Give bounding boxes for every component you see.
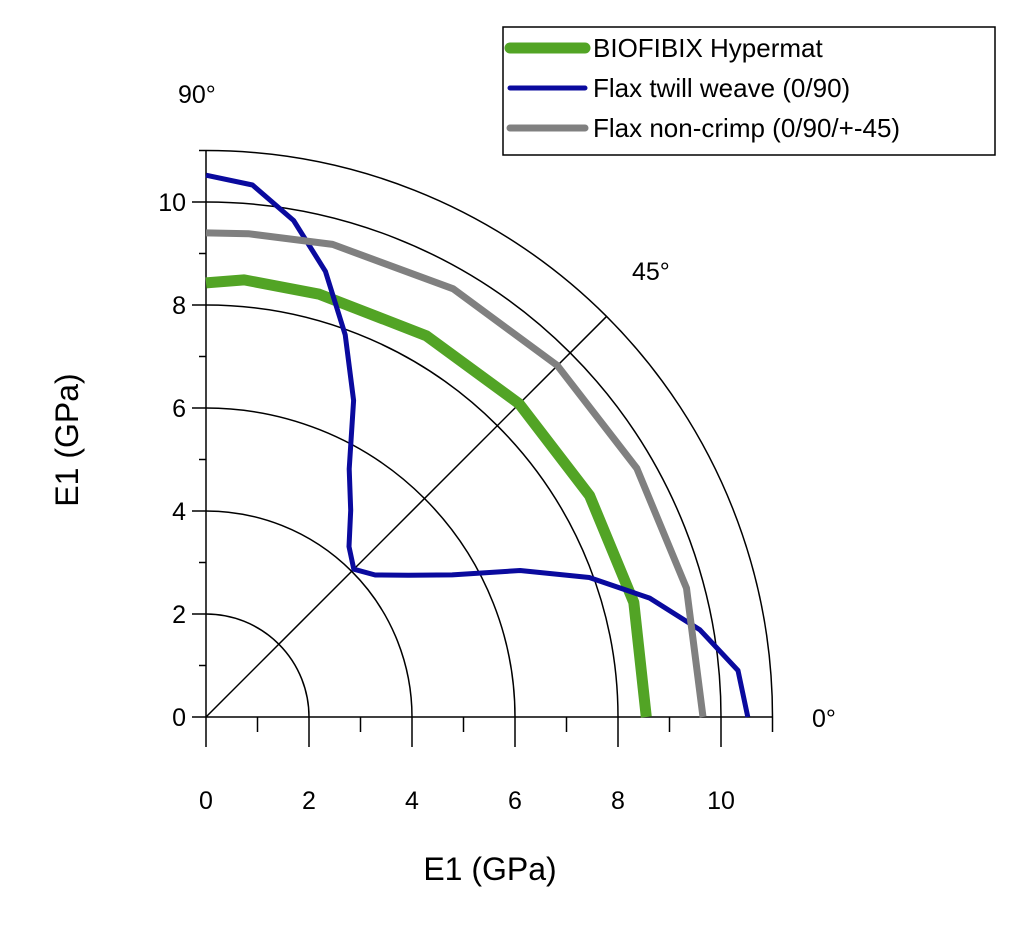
legend-label: Flax non-crimp (0/90/+-45) bbox=[593, 113, 900, 143]
diagonal-45-line bbox=[205, 315, 608, 718]
x-tick-label: 0 bbox=[199, 787, 213, 815]
series-line-1 bbox=[205, 172, 751, 718]
y-tick-label: 8 bbox=[172, 292, 186, 320]
legend-label: BIOFIBIX Hypermat bbox=[593, 33, 823, 63]
angle-label-45: 45° bbox=[632, 258, 670, 286]
y-tick-label: 0 bbox=[172, 704, 186, 732]
x-tick-label: 2 bbox=[302, 787, 316, 815]
series-lines bbox=[205, 172, 751, 718]
y-axis-label: E1 (GPa) bbox=[49, 373, 85, 506]
y-tick-label: 4 bbox=[172, 498, 186, 526]
legend-label: Flax twill weave (0/90) bbox=[593, 73, 850, 103]
x-axis-label: E1 (GPa) bbox=[423, 851, 556, 887]
series-line-0 bbox=[205, 274, 652, 718]
y-tick-label: 2 bbox=[172, 601, 186, 629]
x-tick-label: 10 bbox=[707, 787, 735, 815]
angle-label-90: 90° bbox=[178, 81, 216, 109]
y-tick-label: 10 bbox=[158, 189, 186, 217]
y-tick-label: 6 bbox=[172, 395, 186, 423]
angle-label-0: 0° bbox=[812, 705, 836, 733]
grid bbox=[205, 149, 774, 718]
legend: BIOFIBIX Hypermat Flax twill weave (0/90)… bbox=[502, 26, 996, 156]
x-tick-label: 8 bbox=[611, 787, 625, 815]
axes bbox=[192, 149, 774, 747]
x-tick-label: 6 bbox=[508, 787, 522, 815]
tick-labels: 0 0 2 2 4 4 6 6 8 8 10 10 bbox=[158, 189, 735, 815]
x-tick-label: 4 bbox=[405, 787, 419, 815]
series-line-2 bbox=[205, 229, 707, 718]
